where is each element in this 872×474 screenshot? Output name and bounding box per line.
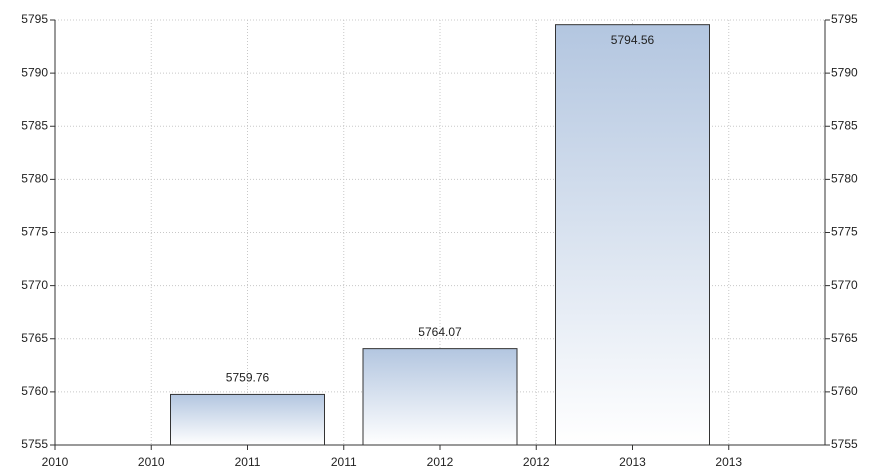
y2-tick-label: 5755 [831,437,858,451]
x-tick-label: 2012 [523,455,550,469]
y-tick-label: 5780 [21,172,48,186]
y2-tick-label: 5780 [831,172,858,186]
y-tick-label: 5765 [21,331,48,345]
y2-tick-label: 5790 [831,65,858,79]
data-label: 5794.56 [611,33,655,47]
bar [555,24,710,446]
x-tick-label: 2013 [715,455,742,469]
y2-tick-label: 5760 [831,384,858,398]
bar [170,393,325,446]
y-tick-label: 5785 [21,118,48,132]
y2-tick-label: 5795 [831,12,858,26]
y-tick-label: 5795 [21,12,48,26]
bar [362,348,518,446]
data-label: 5759.76 [226,371,270,385]
y2-tick-label: 5785 [831,118,858,132]
y2-tick-label: 5765 [831,331,858,345]
y-tick-label: 5770 [21,278,48,292]
x-tick-label: 2010 [138,455,165,469]
x-tick-label: 2011 [331,455,357,469]
x-tick-label: 2013 [619,455,646,469]
y-tick-label: 5755 [21,437,48,451]
y2-tick-label: 5770 [831,278,858,292]
data-label: 5764.07 [418,325,462,339]
x-tick-label: 2010 [42,455,69,469]
y-tick-label: 5790 [21,65,48,79]
y-tick-label: 5760 [21,384,48,398]
y2-tick-label: 5775 [831,225,858,239]
y-tick-label: 5775 [21,225,48,239]
x-tick-label: 2011 [235,455,261,469]
x-tick-label: 2012 [427,455,454,469]
